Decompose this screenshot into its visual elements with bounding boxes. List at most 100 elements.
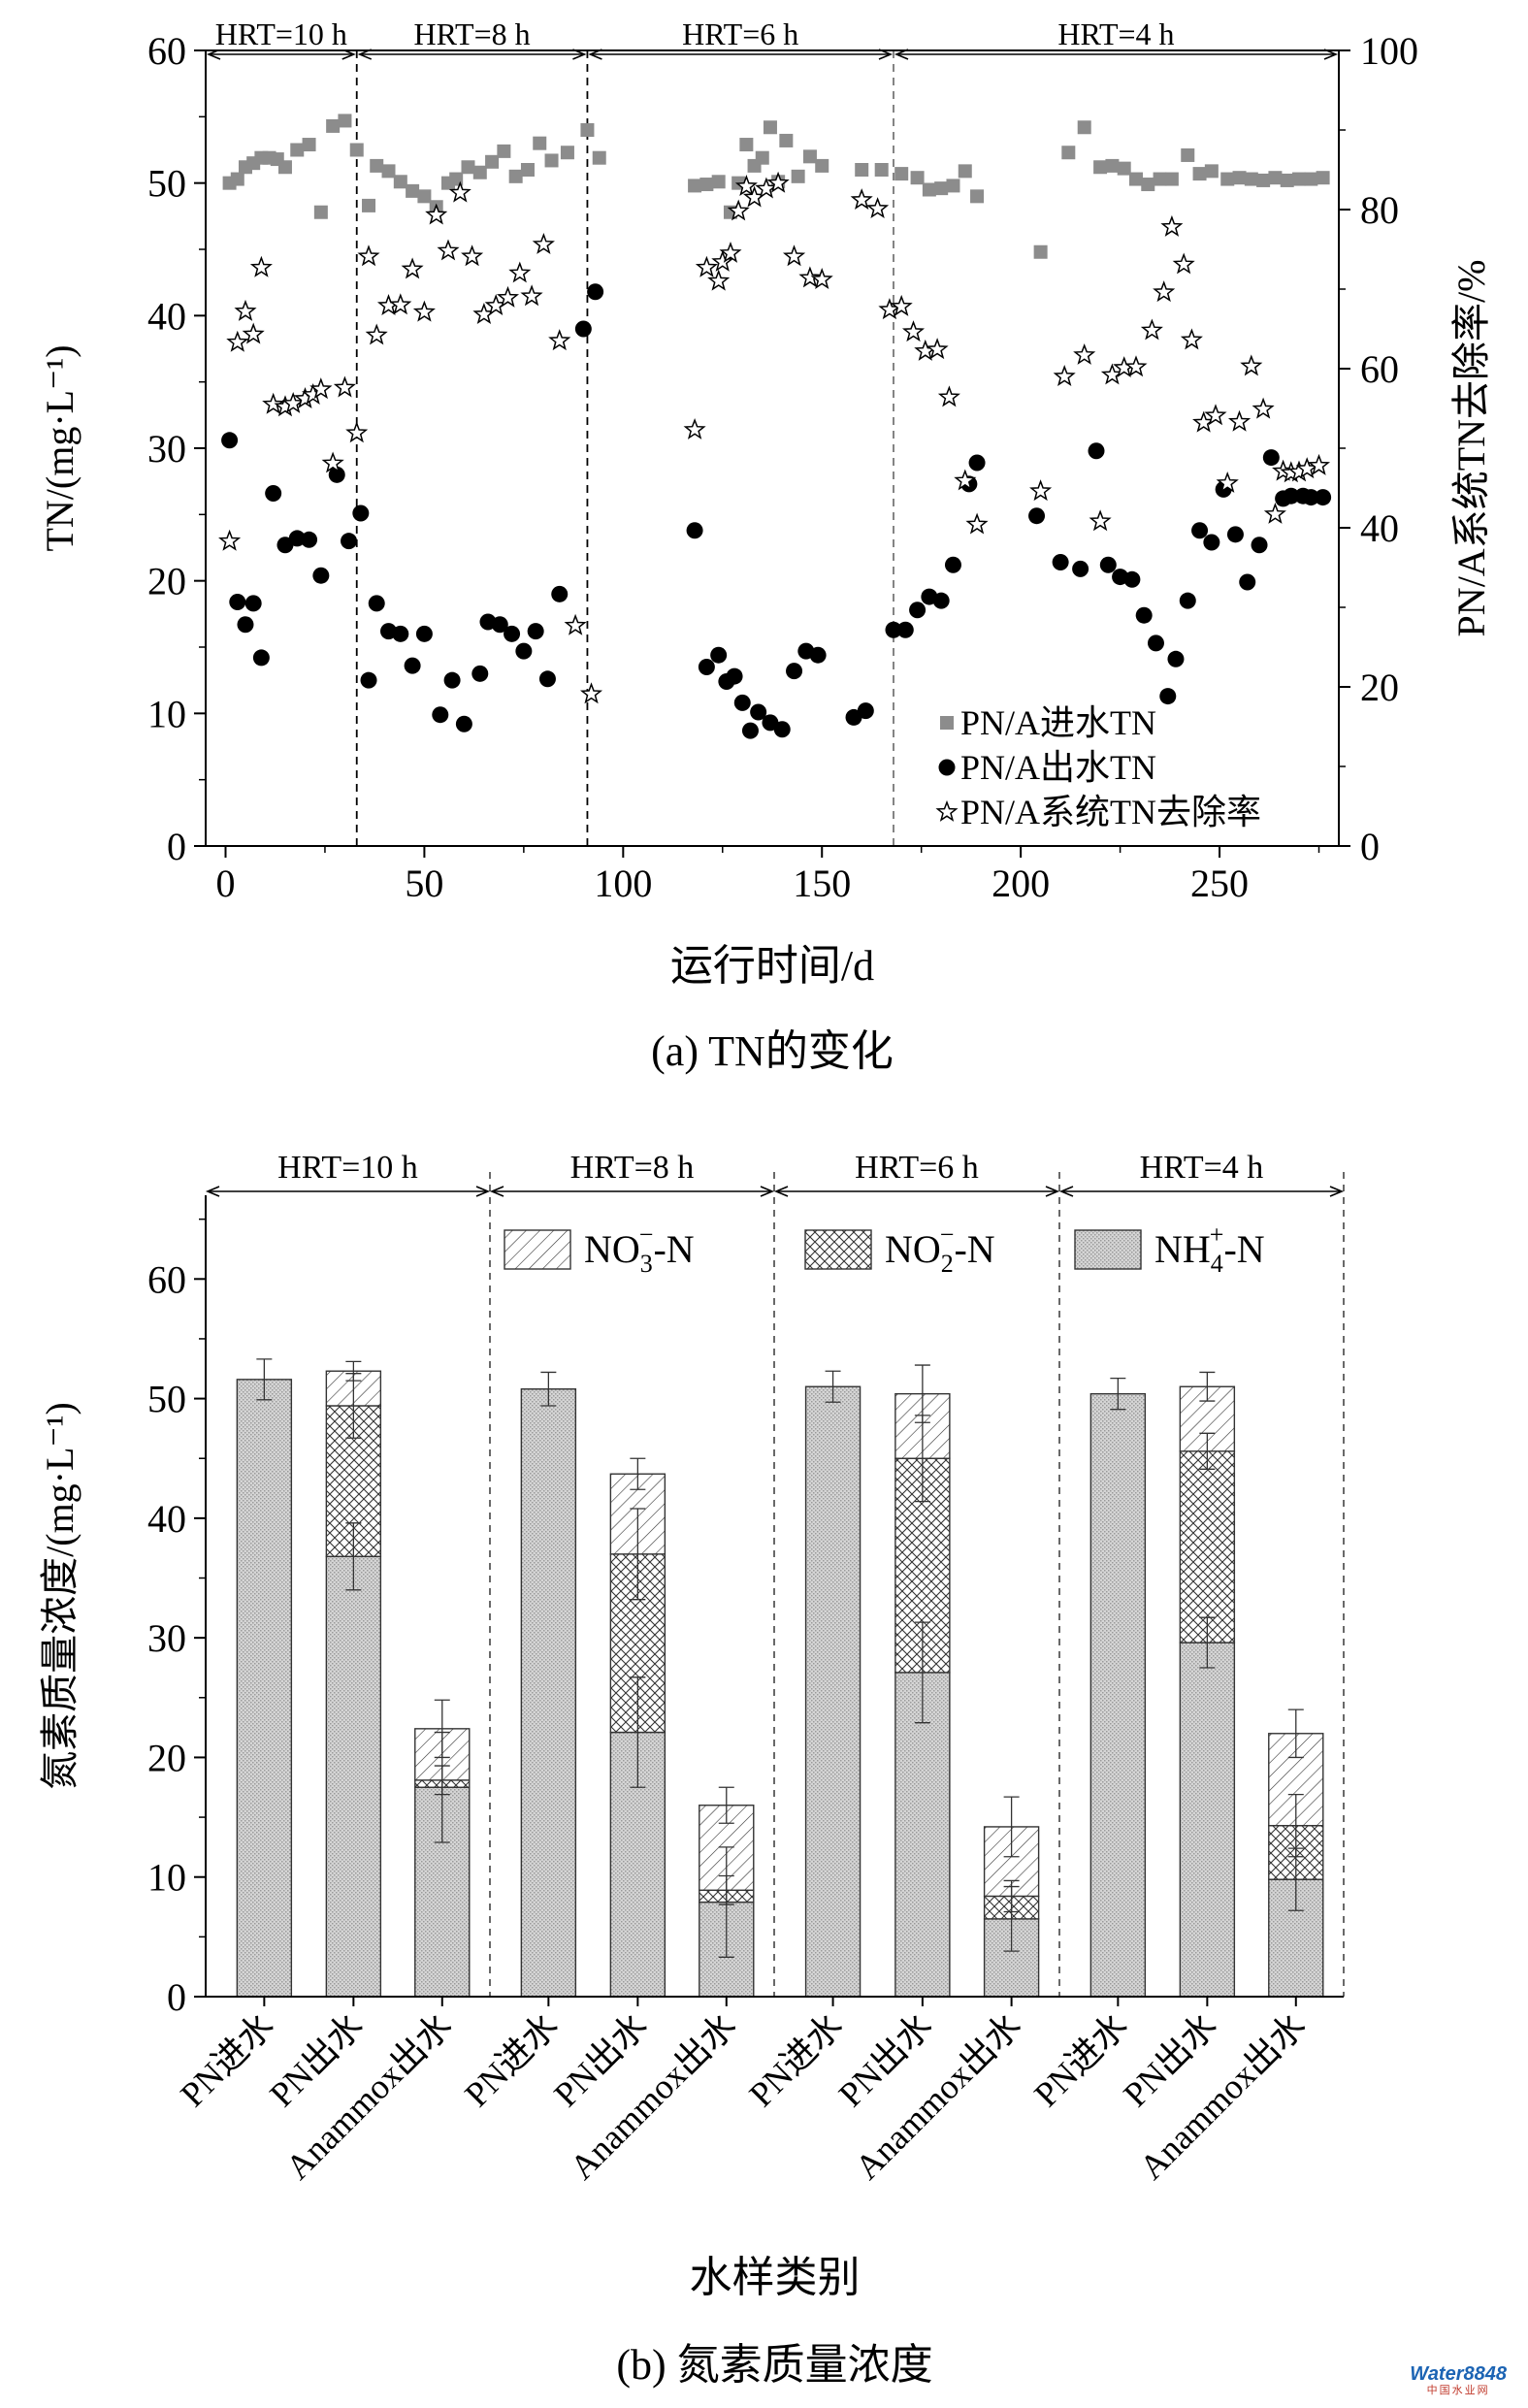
influent-tn-point [508,169,523,183]
caption-panel-b: (b) 氮素质量浓度 [616,2341,932,2389]
removal-rate-point [1172,252,1195,275]
influent-tn-point [417,189,432,204]
legend-label-sub: 4 [1211,1250,1223,1278]
effluent-tn-point [360,671,377,689]
effluent-tn-point [221,432,239,449]
effluent-tn-point [1315,489,1332,506]
removal-rate-point [249,255,273,277]
group-hrt-arrows: HRT=10 h HRT=8 h HRT=6 h HRT=4 h [205,1150,1345,1197]
removal-rate-point [1140,318,1163,341]
removal-rate-point [1240,354,1263,376]
removal-rate-point [532,232,555,254]
influent-tn-point [711,175,726,189]
influent-tn-point [934,181,949,196]
influent-tn-point [922,182,936,197]
y-tick-label: 60 [147,29,186,73]
removal-rate-point [226,330,249,352]
stacked-bars [236,1358,1324,1998]
arrow-head-right [760,1186,775,1197]
removal-rate-point [798,266,822,288]
hrt-label: HRT=4 h [1140,1150,1264,1186]
effluent-tn-point [515,642,533,660]
nitrogen-concentration-chart: HRT=10 h HRT=8 h HRT=6 h HRT=4 h 0 10 20 30 40 5… [38,1150,1345,2389]
effluent-tn-point [1239,573,1256,591]
influent-tn-point [946,179,960,193]
arrow-head-right [1329,1186,1345,1197]
x-tick-label: 150 [793,862,851,905]
removal-rate-point [1204,404,1227,426]
influent-tn-point [290,143,305,157]
y-tick-label: 0 [167,1975,186,2019]
removal-rate-point [707,269,731,291]
x-tick-label: PN进水 [1026,2005,1135,2114]
removal-rate-point [926,338,949,360]
legend-label: PN/A系统TN去除率 [960,793,1261,831]
influent-tn-point [349,143,364,157]
stacked-bar [414,1699,471,1998]
effluent-tn-point [587,283,604,301]
effluent-tn-point [368,595,385,612]
removal-rate-point [719,241,742,263]
removal-rate-point [365,323,388,345]
y-tick-label: 50 [147,1378,186,1421]
removal-rate-point [1160,214,1184,237]
influent-tn-point [381,164,396,179]
effluent-tn-point [710,646,728,664]
legend-label-tail: -N [653,1227,694,1271]
legend-label: PN/A出水TN [960,748,1156,787]
hrt-label: HRT=6 h [855,1150,979,1186]
removal-rate-point [782,244,806,267]
removal-rate-point [1029,479,1053,502]
stacked-bar [520,1371,577,1998]
removal-rate-point [850,188,873,211]
influent-tn-point [855,163,869,177]
y-axis-label-tn: TN/(mg·L⁻¹) [38,344,81,551]
effluent-tn-point [1203,534,1220,551]
removal-rate-point [579,682,603,704]
y-tick-label: 20 [147,560,186,603]
arrow-head-left [773,1186,789,1197]
y-tick-label: 60 [147,1257,186,1301]
influent-tn-point [815,158,829,173]
hrt-label: HRT=6 h [682,16,798,51]
effluent-tn-point [443,671,461,689]
removal-rate-point [389,293,412,315]
effluent-tn-point [1135,606,1153,624]
influent-tn-point [1268,171,1283,185]
removal-rate-point [412,300,436,322]
influent-tn-point [791,169,805,183]
removal-rate-point [766,171,790,193]
influent-tn-point [1105,158,1120,173]
effluent-tn-point [527,623,544,640]
effluent-tn-point [1167,650,1185,667]
removal-rate-point [1180,328,1203,350]
removal-rate-point [965,512,989,535]
influent-tn-point [1316,171,1330,185]
influent-tn-point [1061,146,1076,160]
removal-rate-point [357,244,380,267]
removal-rate-point [437,239,460,261]
legend-label: NO3−-N [584,1220,695,1278]
y-tick-label: 50 [147,162,186,206]
influent-tn-point [580,123,595,137]
removal-rate-point [401,257,424,279]
hrt-label: HRT=10 h [277,1150,418,1186]
hrt-arrow [489,1186,775,1197]
y-tick-label: 30 [147,1616,186,1660]
x-tick-label: PN进水 [457,2005,566,2114]
y2-axis-label-removal: PN/A系统TN去除率/% [1449,260,1493,637]
effluent-tn-point [229,594,246,611]
legend-label-sub: 3 [640,1250,653,1278]
arrow-head-left [489,1186,504,1197]
removal-rate-point [1307,453,1331,475]
y-axis-label-nitrogen: 氮素质量浓度/(mg·L⁻¹) [38,1402,81,1790]
watermark-sub: 中国水业网 [1426,2385,1490,2396]
hrt-arrow [205,1186,491,1197]
y2-tick-label: 40 [1360,506,1399,550]
x-axis-label-sample-type: 水样类别 [690,2254,861,2301]
effluent-tn-point [857,702,874,720]
removal-rate-point [734,175,758,197]
influent-tn-point [592,150,606,165]
effluent-tn-point [538,670,556,688]
removal-rate-point [1073,342,1096,365]
